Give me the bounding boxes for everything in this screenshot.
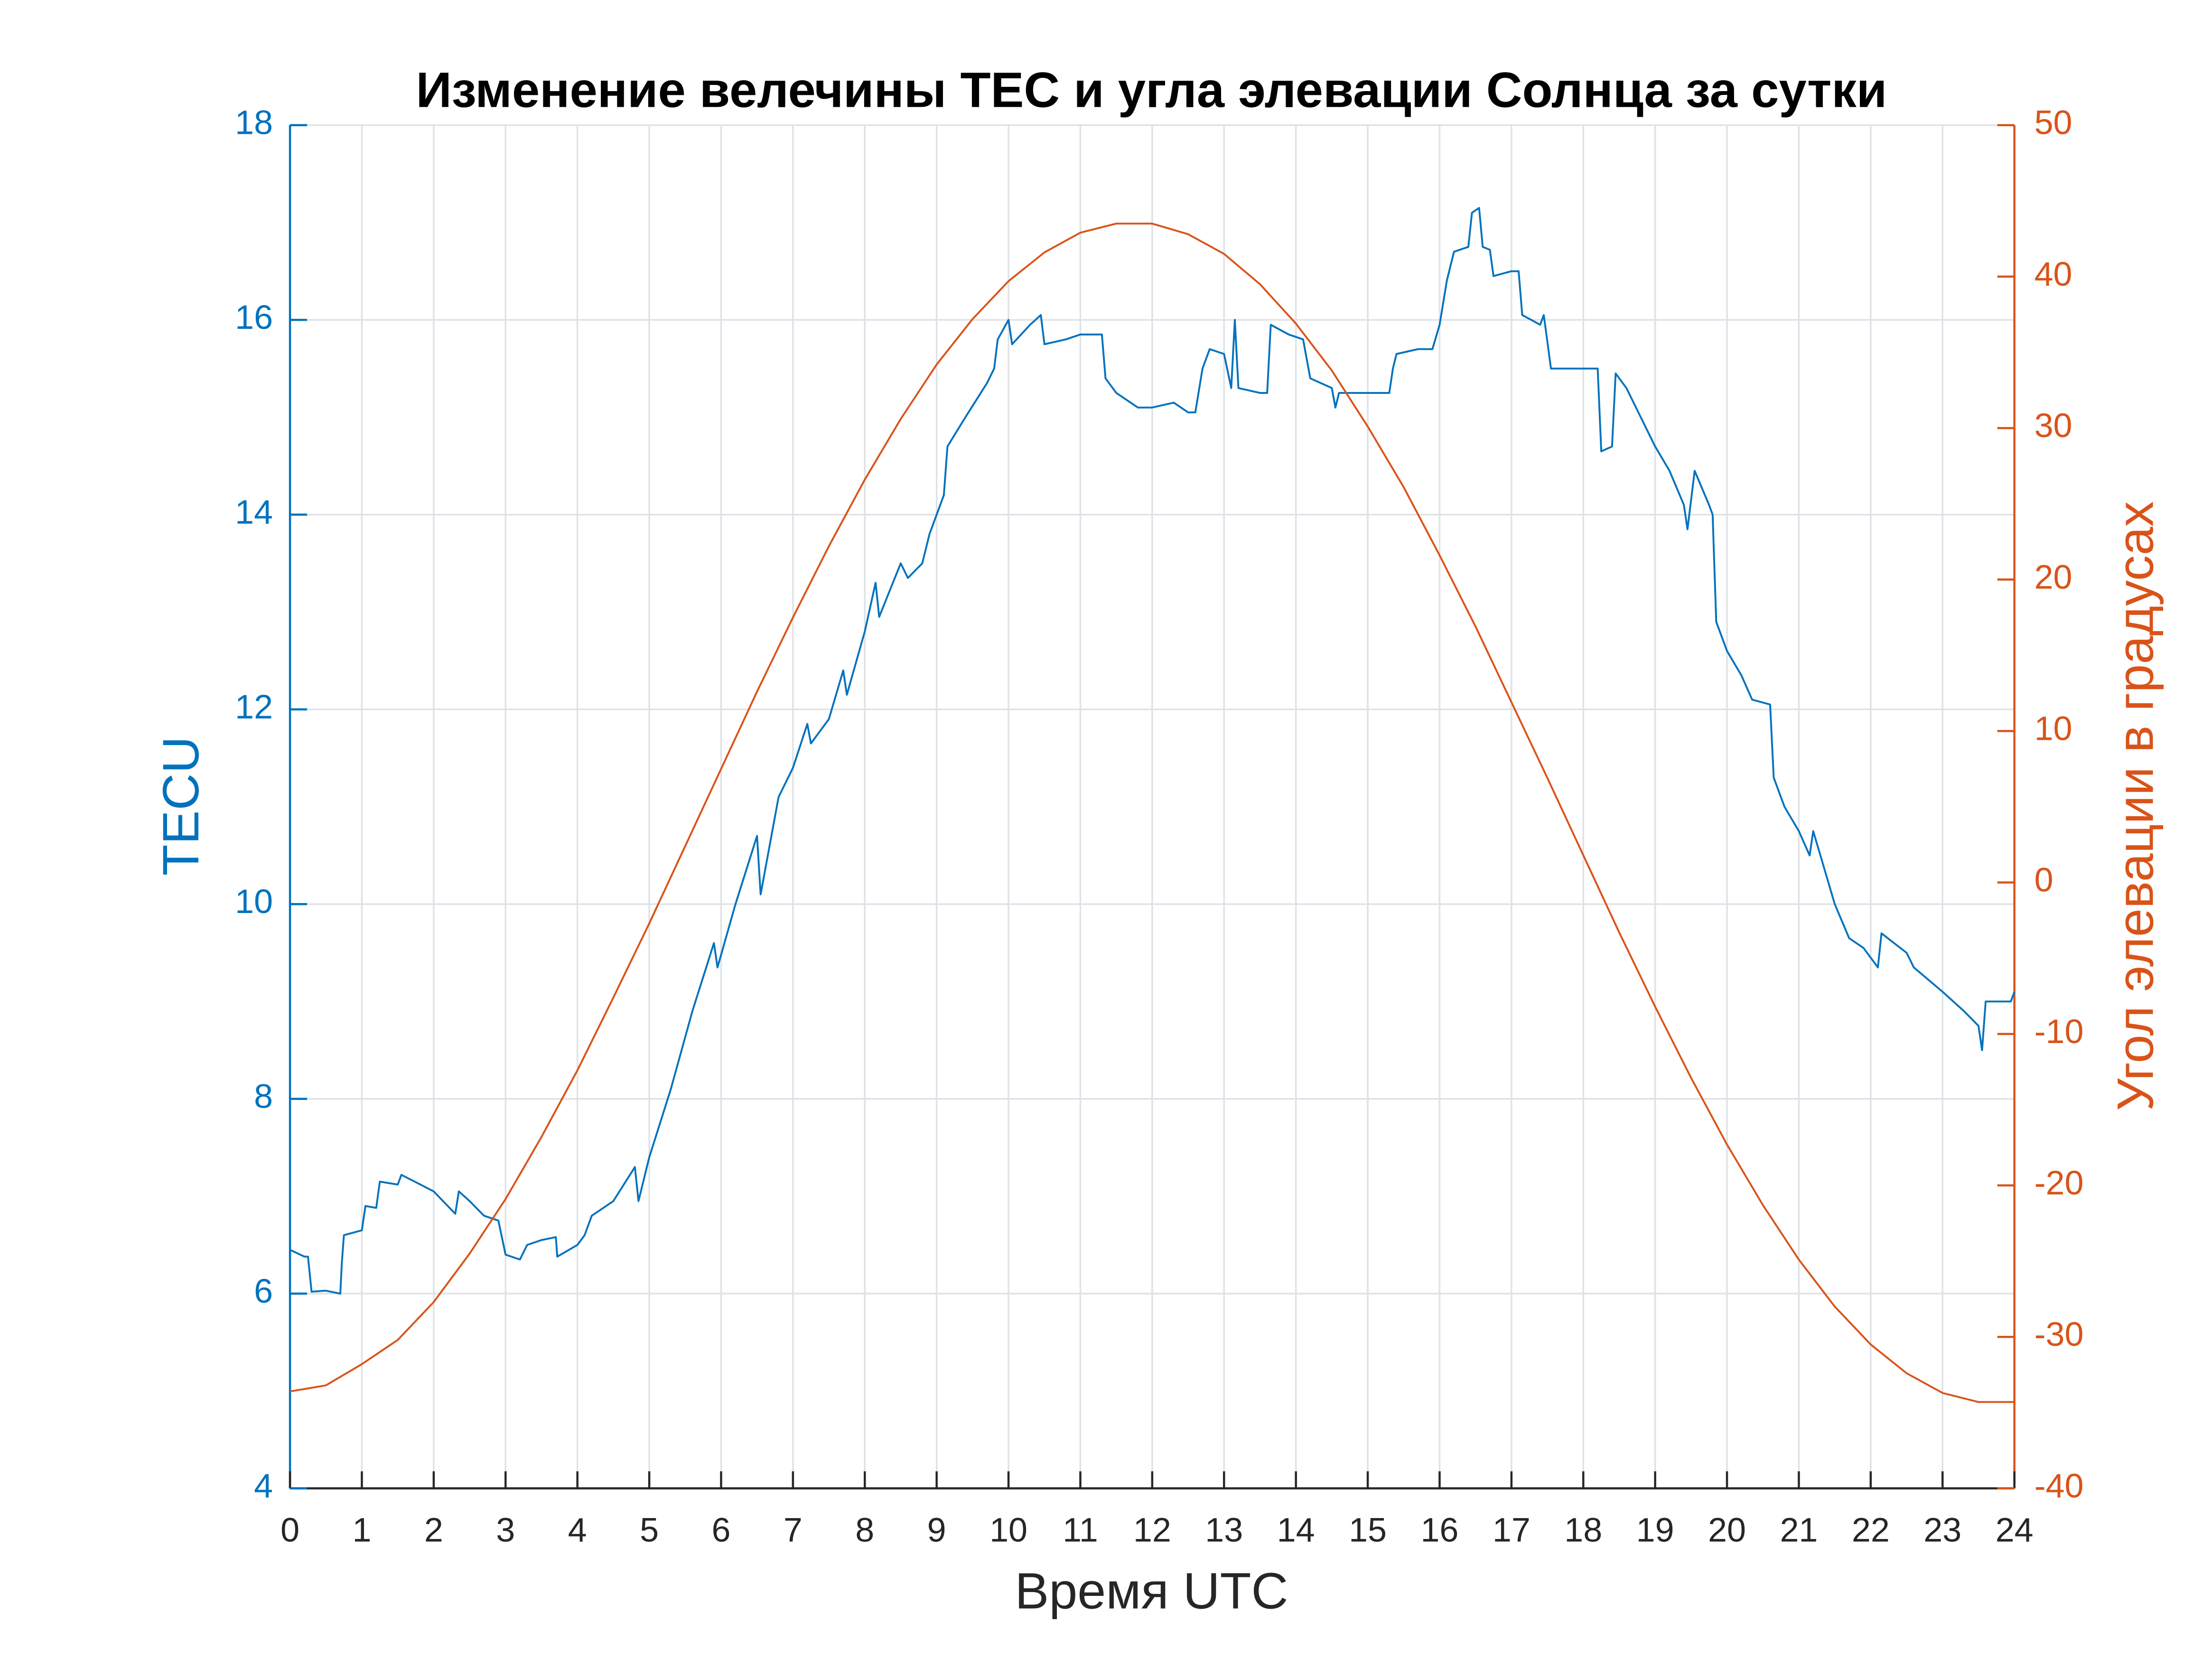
data-line [289,207,2016,1295]
x-tick-label: 21 [1780,1511,1818,1549]
y-tick-label: 6 [254,1272,273,1310]
y2-tick-label: -10 [2035,1013,2084,1051]
y-tick-label: 14 [235,493,273,531]
x-tick-label: 11 [1063,1511,1098,1549]
x-tick-label: 17 [1493,1511,1531,1549]
x-tick-label: 22 [1852,1511,1890,1549]
x-tick-label: 7 [784,1511,803,1549]
x-tick-label: 14 [1277,1511,1315,1549]
y-tick-label: 10 [235,883,273,921]
x-tick-label: 6 [711,1511,730,1549]
x-tick-label: 2 [424,1511,443,1549]
y2-tick-label: -20 [2035,1164,2084,1202]
x-tick-label: 23 [1923,1511,1961,1549]
x-tick-label: 3 [496,1511,515,1549]
y2-tick-label: 30 [2035,407,2072,445]
y2-tick-label: 20 [2035,558,2072,596]
x-tick-label: 10 [989,1511,1027,1549]
y-tick-label: 12 [235,688,273,726]
x-tick-label: 18 [1564,1511,1602,1549]
x-axis-label: Время UTC [1015,1562,1288,1620]
y2-tick-label: 0 [2035,861,2053,899]
y2-tick-label: -30 [2035,1315,2084,1353]
y2-axis-label: Угол элевации в градусах [2107,501,2164,1111]
x-tick-label: 13 [1205,1511,1243,1549]
x-tick-label: 5 [640,1511,659,1549]
data-line [289,223,2015,1403]
chart-title: Изменение велечины TEC и угла элевации С… [416,63,1887,118]
x-tick-label: 4 [568,1511,587,1549]
x-tick-label: 24 [1996,1511,2034,1549]
x-tick-label: 15 [1349,1511,1387,1549]
y2-tick-label: 10 [2035,709,2072,747]
y2-tick-label: 40 [2035,255,2072,293]
x-tick-label: 1 [352,1511,371,1549]
x-tick-label: 0 [280,1511,299,1549]
y-tick-label: 4 [254,1467,273,1505]
x-tick-label: 8 [855,1511,874,1549]
y-tick-label: 18 [235,104,273,142]
y2-tick-label: 50 [2035,104,2072,142]
x-tick-label: 20 [1708,1511,1746,1549]
y2-tick-label: -40 [2035,1467,2084,1505]
x-tick-label: 16 [1420,1511,1458,1549]
x-tick-label: 9 [927,1511,946,1549]
x-tick-label: 19 [1636,1511,1674,1549]
y-tick-label: 16 [235,298,273,336]
y-axis-label: TECU [152,736,209,876]
x-tick-label: 12 [1133,1511,1171,1549]
y-tick-label: 8 [254,1078,273,1116]
